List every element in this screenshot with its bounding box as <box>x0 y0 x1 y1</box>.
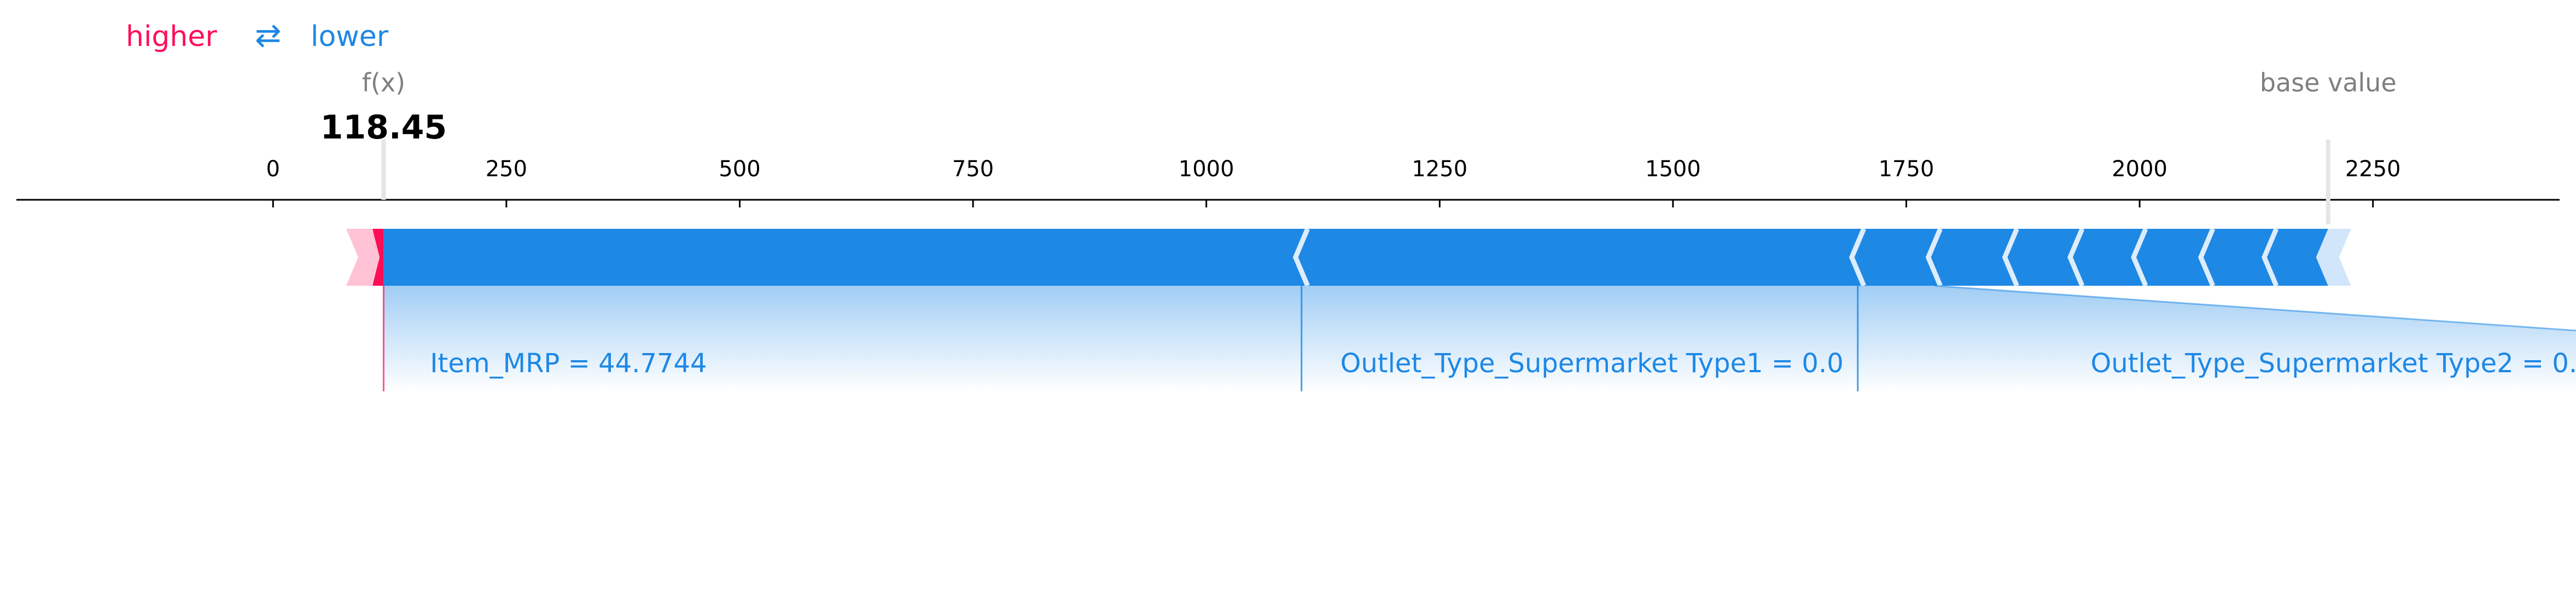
legend: higher ⇄ lower <box>126 16 389 54</box>
segment-separator <box>2131 228 2148 287</box>
positive-tail <box>346 229 384 286</box>
segment-separator <box>1849 228 1866 287</box>
x-tick-label: 1250 <box>1412 157 1467 182</box>
feature-highlight <box>383 286 1302 391</box>
x-tick-label: 1000 <box>1179 157 1234 182</box>
x-tick-label: 500 <box>719 157 760 182</box>
legend-lower-label: lower <box>311 20 389 53</box>
x-tick-label: 2000 <box>2112 157 2167 182</box>
segment-separator <box>2067 228 2085 287</box>
fx-label: f(x) <box>362 68 405 97</box>
segment-separator <box>1292 228 1310 287</box>
positive-feature-bar <box>372 229 384 286</box>
x-tick-label: 0 <box>266 157 280 182</box>
negative-tail <box>2316 229 2351 286</box>
output-value: f(x) 118.45 <box>320 68 447 147</box>
feature-label: Outlet_Type_Supermarket Type1 = 0.0 <box>1341 348 1844 379</box>
force-bars <box>346 228 2351 287</box>
x-axis: 0 250 500 750 1000 1250 1500 1750 2000 2250 <box>16 140 2560 224</box>
x-tick-label: 1500 <box>1645 157 1701 182</box>
feature-labels: Item_MRP = 44.7744 Outlet_Type_Supermarke… <box>382 285 2576 391</box>
feature-label: Outlet_Type_Supermarket Type2 = 0.0 <box>2091 348 2576 379</box>
x-tick-label: 2250 <box>2345 157 2401 182</box>
segment-separator <box>1925 228 1943 287</box>
segment-separator <box>2198 228 2216 287</box>
feature-callout-line <box>1934 285 2576 332</box>
segment-separator <box>2262 228 2279 287</box>
x-tick-label: 250 <box>486 157 527 182</box>
base-value-label: base value <box>2260 68 2397 97</box>
legend-higher-label: higher <box>126 20 217 53</box>
x-tick-label: 1750 <box>1879 157 1934 182</box>
feature-highlight <box>1857 286 2576 391</box>
segment-separator <box>2002 228 2019 287</box>
legend-arrows-icon: ⇄ <box>255 16 282 54</box>
feature-highlight <box>1301 286 1858 391</box>
feature-label: Item_MRP = 44.7744 <box>430 348 707 379</box>
x-tick-label: 750 <box>952 157 994 182</box>
negative-feature-bar <box>383 229 2328 286</box>
